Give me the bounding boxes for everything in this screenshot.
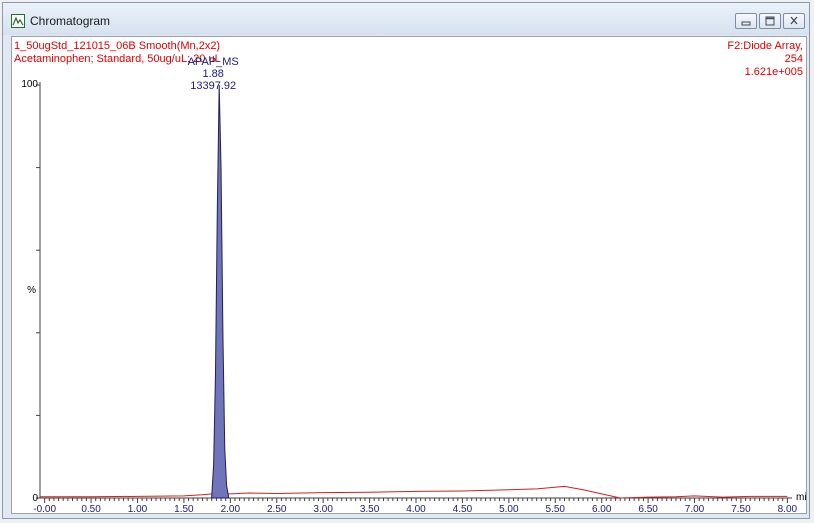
- x-tick-label: 1.00: [128, 504, 148, 513]
- x-tick-label: 6.00: [592, 504, 612, 513]
- title-bar[interactable]: Chromatogram: [3, 3, 809, 35]
- close-button[interactable]: [783, 13, 805, 29]
- chromatogram-chart: 1_50ugStd_121015_06B Smooth(Mn,2x2) Acet…: [14, 40, 812, 515]
- x-tick-label: 2.00: [221, 504, 241, 513]
- peak-rt-label: 1.88: [202, 68, 223, 80]
- maximize-icon: [765, 16, 775, 26]
- y-axis-ticks: [36, 84, 40, 499]
- peak-area-label: 13397.92: [190, 80, 236, 92]
- minimize-icon: [741, 21, 751, 26]
- x-tick-label: 6.50: [638, 504, 658, 513]
- maximize-button[interactable]: [759, 13, 781, 29]
- x-tick-label: 4.00: [406, 504, 426, 513]
- peak-apap: [211, 84, 229, 499]
- chromatogram-icon: [11, 14, 25, 28]
- peak-name-label: APAP_MS: [188, 56, 239, 68]
- x-tick-label: 8.00: [778, 504, 798, 513]
- x-tick-label: -0.00: [33, 504, 56, 513]
- channel-label: F2:Diode Array,: [727, 40, 803, 52]
- sample-name: 1_50ugStd_121015_06B Smooth(Mn,2x2): [14, 40, 220, 52]
- wavelength-label: 254: [785, 53, 803, 65]
- x-tick-label: 1.50: [174, 504, 194, 513]
- x-tick-label: 2.50: [267, 504, 287, 513]
- y-axis-label: %: [27, 285, 36, 296]
- max-intensity-label: 1.621e+005: [745, 66, 803, 78]
- x-tick-label: 4.50: [453, 504, 473, 513]
- sample-description: Acetaminophen; Standard, 50ug/uL; 20 uL: [14, 53, 221, 65]
- x-axis-label: min: [796, 492, 806, 503]
- window-title: Chromatogram: [30, 14, 111, 28]
- x-tick-label: 7.00: [685, 504, 705, 513]
- x-tick-label: 7.50: [731, 504, 751, 513]
- y-tick-label-100: 100: [21, 79, 38, 90]
- x-tick-label: 5.00: [499, 504, 519, 513]
- x-tick-label: 5.50: [546, 504, 566, 513]
- x-tick-label: 0.50: [81, 504, 101, 513]
- chromatogram-plot: 1_50ugStd_121015_06B Smooth(Mn,2x2) Acet…: [11, 36, 812, 515]
- x-tick-label: 3.00: [313, 504, 333, 513]
- y-tick-label-0: 0: [32, 493, 38, 504]
- close-icon: [790, 16, 798, 25]
- x-tick-label: 3.50: [360, 504, 380, 513]
- baseline-trace: [40, 485, 788, 499]
- minimize-button[interactable]: [735, 13, 757, 29]
- x-axis-ticks: -0.00 0.50 1.00 1.50 2.00 2.50 3.00 3.50 4.00 4.5…: [33, 498, 798, 515]
